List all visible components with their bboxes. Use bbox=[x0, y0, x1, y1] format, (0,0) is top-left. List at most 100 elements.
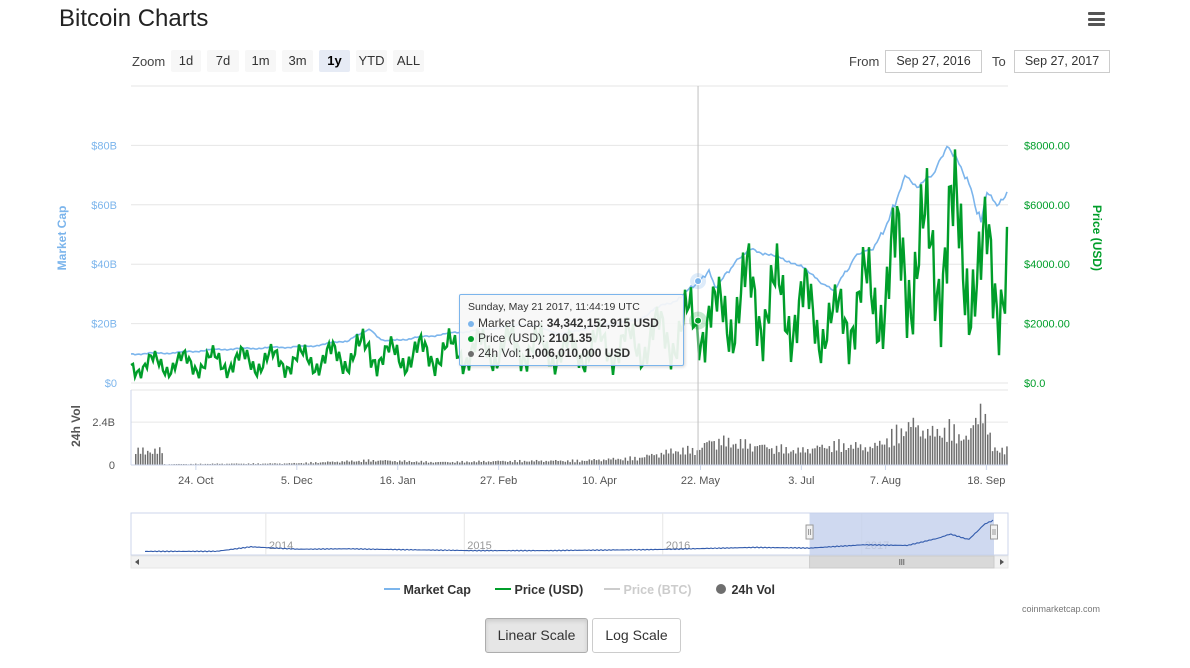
legend-price-btc-label: Price (BTC) bbox=[623, 583, 692, 597]
volume-bar bbox=[653, 455, 655, 465]
volume-bar bbox=[341, 461, 343, 465]
navigator-left-handle[interactable] bbox=[805, 524, 814, 540]
volume-bar bbox=[358, 460, 360, 465]
volume-bar bbox=[523, 460, 526, 465]
volume-bar bbox=[399, 460, 401, 465]
volume-bar bbox=[533, 461, 535, 465]
x-tick-label: 7. Aug bbox=[870, 475, 901, 487]
volume-bar bbox=[487, 461, 490, 465]
legend-price-usd[interactable]: Price (USD) bbox=[495, 583, 583, 597]
volume-bar bbox=[370, 461, 372, 465]
volume-axis-title: 24h Vol bbox=[69, 405, 83, 447]
y-right-tick-label: $0.0 bbox=[1024, 378, 1045, 390]
volume-bar bbox=[233, 463, 235, 465]
volume-bar bbox=[970, 428, 972, 465]
navigator-right-handle[interactable] bbox=[990, 524, 998, 540]
volume-dot-icon bbox=[468, 350, 474, 357]
to-date-input[interactable]: Sep 27, 2017 bbox=[1014, 50, 1110, 73]
volume-bar bbox=[583, 460, 586, 465]
volume-bar bbox=[161, 453, 163, 465]
volume-bar bbox=[480, 461, 483, 465]
volume-bar bbox=[879, 440, 881, 465]
volume-bar bbox=[435, 462, 437, 465]
volume-bar bbox=[571, 459, 574, 465]
zoom-7d-button[interactable]: 7d bbox=[207, 50, 239, 72]
volume-bar bbox=[307, 463, 310, 465]
volume-bar bbox=[564, 461, 567, 465]
volume-bar bbox=[147, 450, 149, 465]
tooltip-volume-value: 1,006,010,000 USD bbox=[524, 346, 631, 360]
scroll-left-arrow-icon[interactable] bbox=[135, 559, 139, 565]
volume-bar bbox=[348, 461, 351, 465]
scrollbar-track[interactable] bbox=[130, 555, 1009, 569]
linear-scale-button[interactable]: Linear Scale bbox=[485, 618, 588, 653]
volume-bar bbox=[413, 462, 415, 465]
volume-bar bbox=[137, 447, 139, 465]
volume-bar bbox=[675, 451, 677, 465]
legend-volume[interactable]: 24h Vol bbox=[714, 583, 775, 597]
volume-bar bbox=[828, 446, 831, 465]
volume-bar bbox=[207, 463, 209, 465]
volume-bar bbox=[646, 454, 648, 465]
volume-bar bbox=[624, 457, 627, 465]
volume-bar bbox=[967, 439, 970, 465]
volume-bar bbox=[780, 444, 783, 465]
volume-bar bbox=[759, 445, 761, 465]
zoom-1y-button[interactable]: 1y bbox=[319, 50, 350, 72]
volume-bar bbox=[960, 440, 963, 465]
volume-bar bbox=[295, 463, 298, 465]
zoom-all-button[interactable]: ALL bbox=[393, 50, 424, 72]
volume-bar bbox=[783, 453, 785, 465]
volume-bar bbox=[847, 448, 850, 465]
volume-bar bbox=[305, 462, 307, 465]
volume-bar bbox=[420, 460, 423, 465]
page-title: Bitcoin Charts bbox=[59, 5, 209, 32]
zoom-1d-button[interactable]: 1d bbox=[171, 50, 201, 72]
volume-bar bbox=[312, 463, 315, 465]
volume-bar bbox=[833, 441, 835, 465]
volume-bar bbox=[811, 448, 814, 465]
volume-bar bbox=[934, 436, 936, 465]
volume-bar bbox=[835, 450, 838, 465]
zoom-3m-button[interactable]: 3m bbox=[282, 50, 313, 72]
volume-bar bbox=[483, 460, 485, 465]
volume-bar bbox=[931, 425, 934, 465]
volume-bar bbox=[725, 446, 727, 465]
from-label: From bbox=[849, 54, 880, 69]
volume-bar bbox=[629, 456, 631, 465]
zoom-ytd-button[interactable]: YTD bbox=[356, 50, 387, 72]
scroll-right-arrow-icon[interactable] bbox=[1000, 559, 1004, 565]
volume-bar bbox=[509, 460, 511, 465]
volume-bar bbox=[667, 453, 670, 465]
handle-grip bbox=[990, 524, 998, 540]
from-date-input[interactable]: Sep 27, 2016 bbox=[885, 50, 982, 73]
volume-bar bbox=[485, 462, 487, 465]
volume-bar bbox=[384, 460, 387, 465]
log-scale-button[interactable]: Log Scale bbox=[592, 618, 681, 653]
volume-bar bbox=[1001, 447, 1003, 465]
volume-bar bbox=[238, 463, 240, 465]
volume-bar bbox=[747, 448, 749, 465]
volume-bar bbox=[605, 460, 607, 465]
legend-price-btc[interactable]: Price (BTC) bbox=[604, 583, 692, 597]
volume-bar bbox=[797, 447, 799, 465]
volume-bar bbox=[603, 459, 605, 465]
handle-grip bbox=[805, 524, 814, 540]
volume-bar bbox=[665, 449, 667, 465]
volume-bar bbox=[425, 461, 427, 465]
volume-bar bbox=[365, 461, 367, 465]
volume-bar bbox=[999, 452, 1001, 465]
volume-bar bbox=[607, 458, 610, 465]
volume-bar bbox=[792, 450, 795, 465]
volume-bar bbox=[497, 460, 499, 465]
volume-bar bbox=[391, 461, 394, 465]
x-tick-label: 18. Sep bbox=[967, 475, 1005, 487]
hamburger-menu-icon[interactable] bbox=[1088, 12, 1105, 26]
zoom-1m-button[interactable]: 1m bbox=[245, 50, 276, 72]
to-label: To bbox=[992, 54, 1006, 69]
volume-bar bbox=[972, 425, 975, 465]
volume-bar bbox=[396, 462, 399, 465]
legend-market-cap[interactable]: Market Cap bbox=[384, 583, 471, 597]
credit-link[interactable]: coinmarketcap.com bbox=[1022, 604, 1101, 614]
